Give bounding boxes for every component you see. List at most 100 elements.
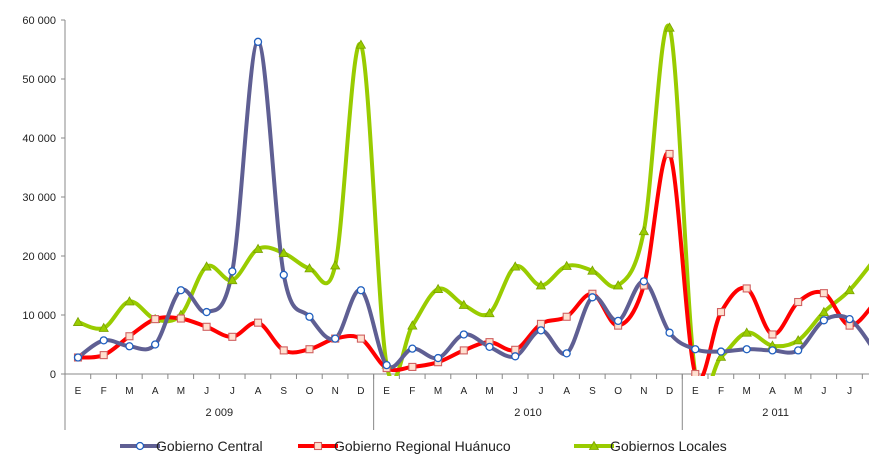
x-tick-label: N bbox=[332, 386, 339, 397]
series-line-gobiernos-locales bbox=[76, 23, 869, 376]
legend-label-gobiernos-locales: Gobiernos Locales bbox=[610, 438, 727, 454]
series-lines bbox=[76, 23, 869, 376]
x-tick-label: N bbox=[640, 386, 647, 397]
data-point-gobierno-central bbox=[408, 344, 417, 353]
data-point-gobierno-central bbox=[613, 316, 623, 326]
data-point-gobiernos-locales bbox=[432, 283, 444, 293]
data-point-gobierno-regional-huanuco bbox=[691, 369, 700, 376]
data-point-gobiernos-locales bbox=[664, 22, 675, 32]
y-tick-label: 60 000 bbox=[22, 15, 56, 27]
year-label: 2 009 bbox=[206, 407, 234, 419]
data-point-gobierno-regional-huanuco bbox=[151, 315, 160, 324]
x-tick-label: J bbox=[230, 386, 235, 397]
data-point-gobiernos-locales bbox=[407, 320, 418, 330]
data-point-gobiernos-locales bbox=[818, 306, 830, 316]
data-point-gobierno-central bbox=[356, 286, 366, 295]
x-tick-label: J bbox=[847, 386, 852, 397]
data-point-gobierno-regional-huanuco bbox=[716, 307, 726, 317]
data-point-gobiernos-locales bbox=[98, 322, 109, 332]
data-point-gobierno-regional-huanuco bbox=[279, 346, 288, 355]
y-tick-label: 20 000 bbox=[22, 251, 56, 263]
data-point-gobierno-central bbox=[742, 345, 751, 354]
data-point-gobiernos-locales bbox=[304, 263, 315, 273]
x-tick-label: S bbox=[589, 386, 596, 397]
x-tick-label: E bbox=[692, 386, 699, 397]
x-tick-label: S bbox=[280, 386, 287, 397]
y-tick-label: 30 000 bbox=[22, 192, 56, 204]
data-point-gobierno-regional-huanuco bbox=[99, 351, 108, 360]
data-point-gobierno-regional-huanuco bbox=[408, 362, 417, 371]
x-tick-label: J bbox=[821, 386, 826, 397]
data-point-gobierno-regional-huanuco bbox=[562, 312, 571, 321]
data-point-gobierno-central bbox=[73, 353, 83, 362]
x-tick-label: A bbox=[255, 386, 262, 397]
x-tick-label: J bbox=[538, 386, 543, 397]
data-point-gobierno-central bbox=[819, 316, 829, 325]
data-point-gobierno-central bbox=[536, 326, 546, 335]
year-label: 2 010 bbox=[514, 407, 542, 419]
data-point-gobiernos-locales bbox=[844, 284, 855, 295]
data-point-gobierno-regional-huanuco bbox=[742, 284, 751, 293]
data-point-gobiernos-locales bbox=[252, 243, 264, 253]
data-point-gobierno-central bbox=[716, 347, 726, 356]
data-point-gobiernos-locales bbox=[330, 260, 341, 270]
data-point-gobierno-central bbox=[665, 328, 674, 337]
series-markers bbox=[72, 22, 855, 376]
data-point-gobierno-regional-huanuco bbox=[305, 345, 314, 354]
legend-marker-gobierno-regional-huanuco bbox=[313, 441, 323, 451]
x-tick-label: F bbox=[101, 386, 107, 397]
data-point-gobierno-regional-huanuco bbox=[819, 289, 828, 298]
x-tick-label: A bbox=[152, 386, 159, 397]
data-point-gobiernos-locales bbox=[612, 280, 624, 290]
x-tick-label: A bbox=[460, 386, 467, 397]
x-tick-label: D bbox=[666, 386, 673, 397]
x-tick-label: E bbox=[75, 386, 82, 397]
data-point-gobierno-regional-huanuco bbox=[459, 346, 468, 355]
x-tick-label: J bbox=[513, 386, 518, 397]
data-point-gobiernos-locales bbox=[535, 280, 547, 290]
legend: Gobierno Central Gobierno Regional Huánuc… bbox=[120, 438, 727, 454]
x-tick-label: M bbox=[125, 386, 133, 397]
data-point-gobierno-central bbox=[176, 286, 186, 295]
y-tick-label: 40 000 bbox=[22, 133, 56, 145]
series-line-gobierno-central bbox=[76, 39, 869, 370]
legend-marker-gobiernos-locales bbox=[588, 440, 600, 450]
data-point-gobierno-central bbox=[433, 353, 443, 363]
data-point-gobierno-central bbox=[382, 360, 391, 370]
y-tick-label: 10 000 bbox=[22, 310, 56, 322]
data-point-gobiernos-locales bbox=[587, 265, 598, 275]
data-point-gobiernos-locales bbox=[355, 39, 367, 49]
x-tick-label: M bbox=[485, 386, 493, 397]
data-point-gobierno-central bbox=[151, 340, 160, 349]
data-point-gobiernos-locales bbox=[278, 247, 289, 257]
data-point-gobierno-central bbox=[125, 342, 134, 351]
data-point-gobierno-central bbox=[253, 37, 263, 46]
x-tick-label: E bbox=[383, 386, 390, 397]
data-point-gobiernos-locales bbox=[510, 261, 521, 271]
y-axis: 0 10 000 20 000 30 000 40 000 50 000 60 000 bbox=[22, 15, 66, 381]
x-tick-label: A bbox=[769, 386, 776, 397]
x-tick-label: O bbox=[306, 386, 314, 397]
data-point-gobiernos-locales bbox=[201, 261, 212, 271]
data-point-gobierno-central bbox=[588, 293, 597, 302]
data-point-gobierno-regional-huanuco bbox=[228, 332, 237, 341]
x-tick-label: D bbox=[357, 386, 364, 397]
data-point-gobierno-regional-huanuco bbox=[794, 297, 803, 307]
data-point-gobierno-central bbox=[331, 334, 340, 343]
x-tick-label: M bbox=[794, 386, 802, 397]
x-tick-label: M bbox=[434, 386, 442, 397]
data-point-gobierno-central bbox=[562, 349, 571, 358]
x-tick-label: F bbox=[409, 386, 415, 397]
data-point-gobiernos-locales bbox=[124, 296, 135, 306]
data-point-gobierno-central bbox=[459, 330, 468, 339]
data-point-gobierno-central bbox=[768, 346, 777, 355]
legend-label-gobierno-central: Gobierno Central bbox=[156, 438, 263, 454]
data-point-gobierno-regional-huanuco bbox=[176, 314, 185, 323]
data-point-gobierno-regional-huanuco bbox=[253, 318, 263, 327]
data-point-gobierno-regional-huanuco bbox=[665, 149, 674, 158]
data-point-gobierno-central bbox=[279, 270, 288, 280]
data-point-gobiernos-locales bbox=[72, 316, 84, 326]
data-point-gobierno-central bbox=[639, 277, 648, 286]
data-point-gobiernos-locales bbox=[484, 307, 495, 318]
